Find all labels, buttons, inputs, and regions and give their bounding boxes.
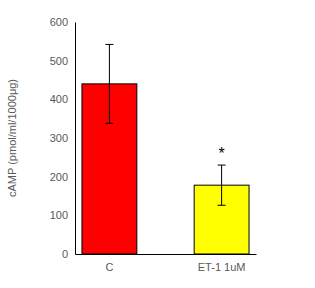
y-tick-label: 500 <box>50 55 68 67</box>
chart: 0 100 200 300 400 500 600 C ET-1 1uM cAMP (pmol/m… <box>0 0 315 288</box>
y-axis: 0 100 200 300 400 500 600 <box>50 16 76 260</box>
y-tick: 200 <box>50 171 75 183</box>
annotation: * <box>218 145 224 162</box>
y-tick-label: 300 <box>50 132 68 144</box>
y-tick: 300 <box>50 132 75 144</box>
y-tick-label: 400 <box>50 93 68 105</box>
error-bar-cap <box>218 205 226 206</box>
y-tick: 100 <box>50 209 75 221</box>
y-tick: 600 <box>50 16 75 28</box>
x-axis: C ET-1 1uM <box>76 254 257 273</box>
x-tick: ET-1 1uM <box>198 254 246 273</box>
error-bar <box>218 165 226 205</box>
x-axis-line <box>76 254 257 255</box>
y-tick-label: 0 <box>62 248 68 260</box>
error-bar-cap <box>105 123 113 124</box>
y-tick-label: 600 <box>50 16 68 28</box>
error-bar-cap <box>105 44 113 45</box>
plot-area <box>82 44 249 254</box>
y-tick-label: 200 <box>50 171 68 183</box>
y-axis-title: cAMP (pmol/ml/1000μg) <box>6 79 18 197</box>
x-tick-label: C <box>105 261 113 273</box>
error-bar-stem <box>221 165 222 205</box>
error-bar <box>105 44 113 123</box>
y-tick-label: 100 <box>50 209 68 221</box>
error-bar-cap <box>218 165 226 166</box>
y-tick: 0 <box>62 248 75 260</box>
y-tick: 500 <box>50 55 75 67</box>
y-tick: 400 <box>50 93 75 105</box>
x-tick-label: ET-1 1uM <box>198 261 246 273</box>
error-bar-stem <box>109 44 110 123</box>
x-tick: C <box>105 254 113 273</box>
y-axis-line <box>75 23 76 255</box>
